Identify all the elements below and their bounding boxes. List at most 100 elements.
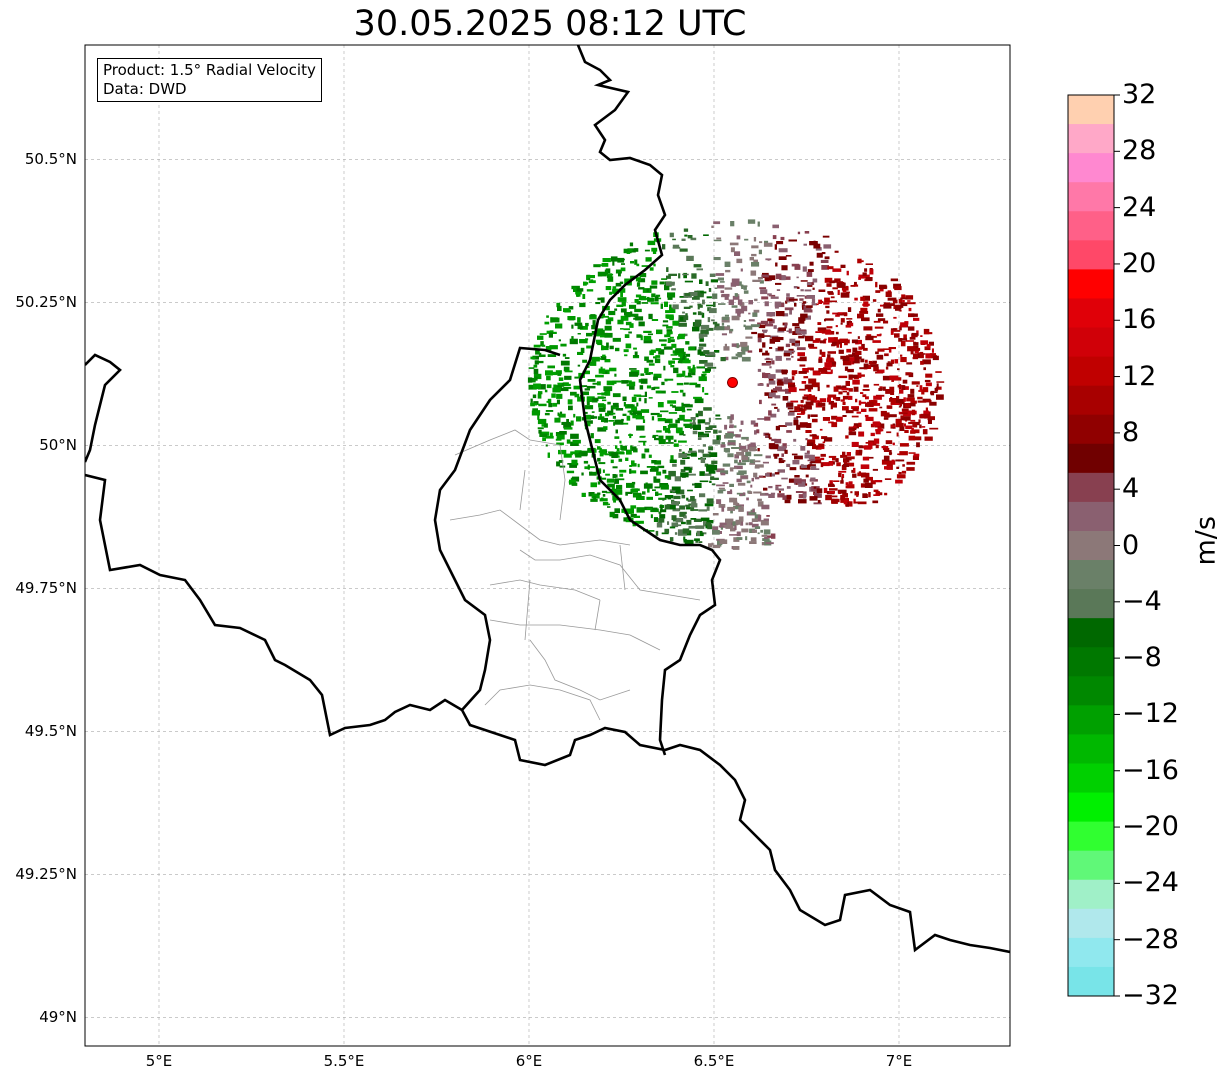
velocity-echo [711,319,715,322]
velocity-echo [713,221,721,225]
velocity-echo [732,282,740,286]
velocity-echo [645,257,652,262]
velocity-echo [668,363,672,365]
velocity-echo [563,422,572,429]
velocity-echo [680,459,686,465]
velocity-echo [734,454,739,459]
velocity-echo [610,256,618,262]
velocity-echo [852,379,860,385]
velocity-echo [738,443,741,446]
velocity-echo [615,408,624,411]
velocity-echo [735,353,741,356]
velocity-echo [754,514,760,519]
velocity-echo [860,374,865,377]
velocity-echo [766,383,770,387]
velocity-echo [781,369,788,373]
velocity-echo [889,386,895,392]
velocity-echo [648,454,652,458]
velocity-echo [651,293,656,298]
velocity-echo [858,274,867,279]
velocity-echo [667,338,671,343]
velocity-echo [818,368,827,372]
velocity-echo [571,459,578,465]
velocity-echo [682,359,691,364]
velocity-echo [556,393,563,399]
velocity-echo [845,482,849,486]
velocity-echo [802,301,807,304]
velocity-echo [810,468,820,470]
velocity-echo [886,412,890,418]
velocity-echo [870,364,879,368]
velocity-echo [807,414,810,419]
velocity-echo [844,342,848,346]
velocity-echo [689,305,693,308]
velocity-echo [771,389,778,393]
velocity-echo [768,320,772,324]
colorbar-segment [1068,966,1114,997]
velocity-echo [555,323,563,329]
velocity-echo [778,302,785,308]
velocity-echo [846,339,850,344]
velocity-echo [731,305,738,308]
velocity-echo [816,303,819,306]
velocity-echo [865,263,873,265]
velocity-echo [625,312,631,318]
velocity-echo [586,332,593,337]
velocity-echo [699,304,703,308]
velocity-echo [831,422,838,428]
velocity-echo [769,366,772,369]
velocity-echo [617,257,625,263]
velocity-echo [675,348,685,354]
velocity-echo [664,378,674,381]
velocity-echo [624,508,633,514]
velocity-echo [837,282,846,288]
velocity-echo [830,369,833,374]
velocity-echo [698,431,704,438]
velocity-echo [587,464,590,470]
velocity-echo [672,463,677,467]
velocity-echo [579,302,586,308]
velocity-echo [704,362,713,367]
colorbar-segment [1068,879,1114,910]
velocity-echo [877,308,881,313]
velocity-echo [669,404,673,407]
velocity-echo [664,301,668,307]
velocity-echo [911,428,914,432]
lon-tick-label: 5°E [145,1052,173,1070]
velocity-echo [623,248,632,254]
velocity-echo [830,331,835,335]
lat-tick-label: 50.25°N [15,293,77,312]
velocity-echo [896,432,899,437]
velocity-echo [575,453,582,458]
velocity-echo [751,477,754,482]
velocity-echo [628,249,633,252]
velocity-echo [759,241,763,244]
velocity-echo [651,460,656,463]
velocity-echo [663,426,667,431]
velocity-echo [654,296,659,302]
velocity-echo [602,502,609,506]
velocity-echo [841,387,849,391]
velocity-echo [558,339,561,342]
velocity-echo [633,317,636,320]
velocity-echo [773,453,780,457]
velocity-echo [546,375,551,381]
velocity-echo [699,343,707,347]
velocity-echo [719,539,728,544]
velocity-echo [657,418,666,422]
velocity-echo [781,265,788,271]
colorbar-segment [1068,908,1114,939]
velocity-echo [841,286,849,291]
velocity-echo [729,434,739,437]
velocity-echo [618,458,623,462]
velocity-echo [724,424,728,430]
velocity-echo [684,280,693,283]
velocity-echo [886,362,893,367]
velocity-echo [890,402,900,405]
velocity-echo [786,293,790,297]
velocity-echo [556,461,561,467]
velocity-echo [750,270,757,276]
velocity-echo [845,410,854,414]
velocity-echo [653,386,660,389]
velocity-echo [612,487,615,491]
